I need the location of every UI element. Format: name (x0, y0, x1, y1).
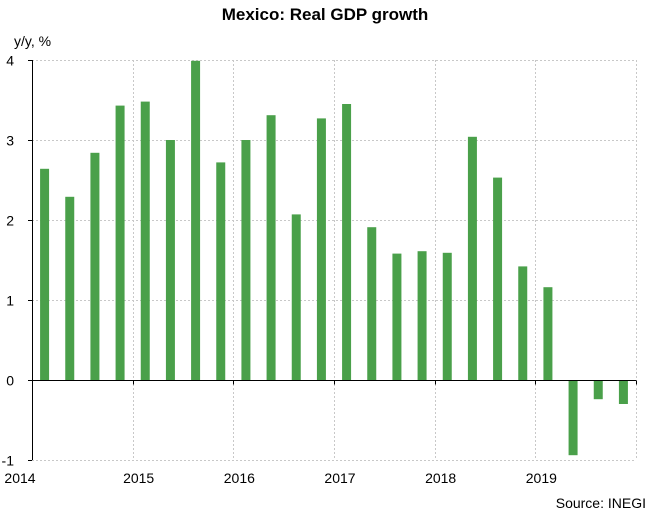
y-tick-labels: -1 0 1 2 3 4 (2, 53, 15, 469)
bar-2017-Q4 (417, 251, 427, 380)
chart-title: Mexico: Real GDP growth (222, 5, 429, 24)
bar-2015-Q1 (140, 101, 150, 380)
x-tick-label: 2015 (123, 470, 154, 486)
bar-2015-Q4 (216, 162, 226, 380)
y-axis-unit-label: y/y, % (14, 33, 51, 49)
source-note: Source: INEGI (556, 495, 646, 511)
x-tick-label: 2016 (224, 470, 255, 486)
bars (40, 60, 628, 456)
x-tick-label: 2019 (526, 470, 557, 486)
bar-2015-Q3 (191, 60, 201, 381)
bar-2016-Q3 (291, 214, 301, 380)
y-tick-label: 4 (6, 53, 14, 69)
bar-2014-Q2 (65, 196, 75, 380)
bar-2017-Q3 (392, 253, 402, 380)
bar-2018-Q2 (467, 136, 477, 380)
bar-2014-Q3 (90, 152, 100, 380)
bar-2018-Q4 (518, 266, 528, 380)
y-tick-label: 2 (6, 213, 14, 229)
bar-2014-Q1 (40, 168, 50, 380)
bar-2018-Q3 (493, 177, 503, 380)
x-tick-label: 2018 (425, 470, 456, 486)
y-tick-label: 3 (6, 133, 14, 149)
bar-2019-Q2 (568, 380, 578, 456)
x-tick-label: 2014 (4, 470, 35, 486)
bar-2017-Q1 (342, 104, 352, 380)
bar-2014-Q4 (115, 105, 125, 380)
bar-2019-Q1 (543, 287, 553, 380)
bar-2015-Q2 (165, 140, 175, 380)
axes (28, 60, 637, 461)
y-tick-label: 1 (6, 293, 14, 309)
bar-2018-Q1 (442, 252, 452, 380)
bar-2019-Q4 (618, 380, 628, 404)
bar-2016-Q4 (316, 118, 326, 381)
y-tick-label: -1 (2, 453, 15, 469)
x-tick-label: 2017 (324, 470, 355, 486)
bar-2017-Q2 (367, 227, 377, 380)
bar-2016-Q1 (241, 140, 251, 380)
bar-2016-Q2 (266, 115, 276, 380)
gridlines (32, 60, 637, 461)
x-tick-labels: 2014 2015 2016 2017 2018 2019 (4, 470, 557, 486)
y-tick-label: 0 (6, 373, 14, 389)
bar-2019-Q3 (593, 380, 603, 400)
